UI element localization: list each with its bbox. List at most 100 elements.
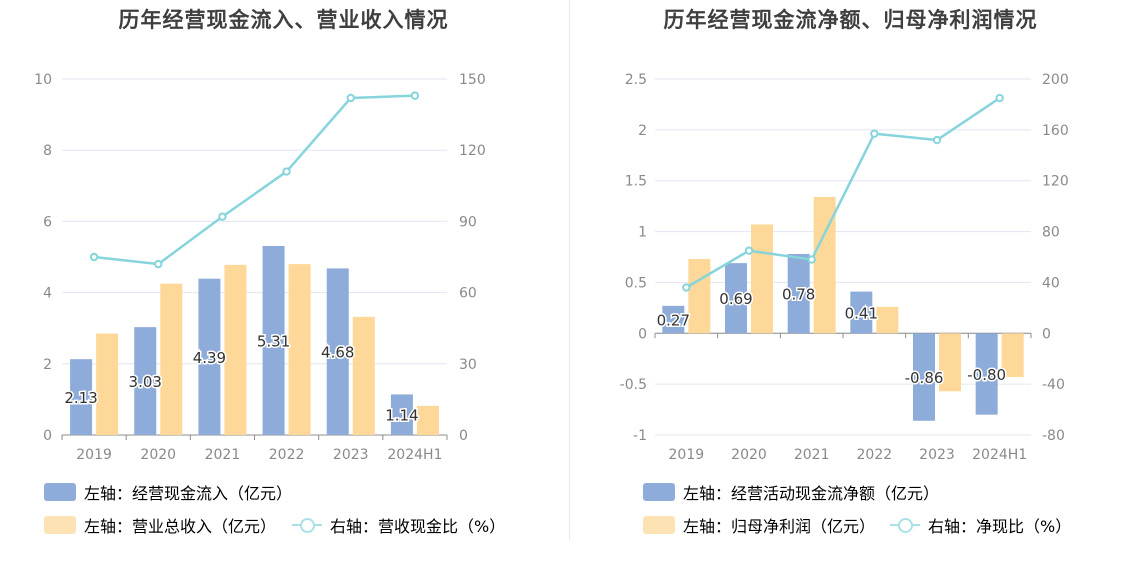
y-axis-right-tick-label: -40 — [1042, 377, 1065, 393]
legend-item-bar2[interactable]: 左轴：营业总收入（亿元） — [44, 513, 276, 537]
x-axis-tick-label: 2019 — [76, 447, 112, 463]
ratio-line-point — [218, 212, 227, 221]
bar-value-label: -0.80 — [967, 366, 1006, 384]
bar-secondary — [876, 306, 899, 334]
bar-primary — [725, 263, 747, 334]
ratio-line-point — [154, 259, 163, 269]
y-axis-left-tick-label: 10 — [34, 72, 52, 88]
panel-divider — [569, 0, 570, 540]
bar-secondary — [416, 405, 439, 435]
bar-secondary — [939, 333, 961, 392]
x-axis-tick-label: 2019 — [669, 447, 705, 463]
bar-primary — [70, 359, 93, 435]
bar-secondary — [813, 196, 836, 334]
legend-label: 左轴：经营现金流入（亿元） — [84, 484, 293, 503]
bar-value-label: 0.27 — [657, 312, 690, 330]
bar-value-label: 1.14 — [385, 407, 418, 425]
chart-title: 历年经营现金流净额、归母净利润情况 — [663, 8, 1038, 32]
ratio-line-point — [870, 129, 879, 138]
bar-value-label: -0.86 — [905, 369, 944, 387]
chart-panel-cashflow-inflow: 历年经营现金流入、营业收入情况 0 2 4 6 8 10 0 30 60 90 120 150 2019… — [34, 8, 505, 537]
bar-secondary — [160, 283, 183, 435]
ratio-line-point — [932, 135, 942, 145]
y-axis-right-tick-label: 90 — [459, 214, 477, 230]
legend-line-marker-icon — [890, 516, 920, 534]
y-axis-right-tick-label: 160 — [1042, 123, 1069, 139]
ratio-line — [93, 94, 415, 266]
legend-label: 右轴：营收现金比（%） — [330, 517, 506, 536]
bar-primary — [662, 305, 685, 334]
ratio-line-point — [682, 283, 691, 292]
bar-primary — [850, 291, 873, 334]
bar-primary — [787, 253, 810, 334]
x-axis-tick-label: 2022 — [857, 447, 893, 463]
x-axis-tick-label: 2021 — [205, 447, 241, 463]
ratio-line-point — [410, 91, 420, 100]
bar-value-label: 3.03 — [129, 373, 162, 391]
y-axis-left-tick-label: 0 — [43, 428, 52, 444]
y-axis-right-tick-label: 30 — [459, 357, 477, 373]
legend-swatch-orange — [44, 516, 76, 534]
legend-swatch-orange — [643, 516, 675, 534]
bar-value-label: 0.41 — [845, 304, 878, 322]
bar-value-label: 4.68 — [321, 344, 354, 362]
legend-item-bar1[interactable]: 左轴：经营现金流入（亿元） — [44, 480, 292, 504]
bar-primary — [390, 394, 413, 435]
chart-plot-area: -1 -0.5 0 0.5 1 1.5 2 2.5 -80 -40 0 40 80 120 160 200 20… — [620, 72, 1069, 463]
bar-value-label: 5.31 — [257, 332, 290, 350]
y-axis-left-tick-label: -1 — [633, 428, 647, 444]
legend-label: 左轴：营业总收入（亿元） — [84, 517, 277, 536]
bar-primary — [975, 333, 998, 415]
y-axis-right-tick-label: 80 — [1042, 225, 1060, 241]
y-axis-right-tick-label: 40 — [1042, 275, 1060, 291]
ratio-line-point — [282, 167, 291, 176]
x-axis-tick-label: 2022 — [269, 447, 305, 463]
bar-primary — [198, 278, 221, 435]
bar-primary — [326, 268, 349, 435]
y-axis-left-tick-label: 0.5 — [625, 275, 647, 291]
x-axis-tick-label: 2024H1 — [972, 447, 1027, 463]
bar-value-label: 0.78 — [782, 286, 815, 304]
y-axis-left-tick-label: 4 — [43, 286, 52, 302]
y-axis-left-tick-label: 1.5 — [625, 174, 647, 190]
legend-swatch-blue — [44, 483, 76, 501]
y-axis-left-tick-label: 8 — [43, 143, 52, 159]
y-axis-left-tick-label: -0.5 — [620, 377, 647, 393]
y-axis-left-tick-label: 2 — [638, 123, 647, 139]
legend-line-marker-icon — [292, 516, 322, 534]
y-axis-left-tick-label: 2.5 — [625, 72, 647, 88]
x-axis-tick-label: 2024H1 — [387, 447, 442, 463]
x-axis-tick-label: 2023 — [919, 447, 955, 463]
legend-label: 右轴：净现比（%） — [928, 517, 1072, 536]
ratio-line-point — [995, 93, 1004, 103]
bar-primary — [134, 327, 157, 435]
x-axis-tick-label: 2020 — [140, 447, 176, 463]
legend-item-bar1[interactable]: 左轴：经营活动现金流净额（亿元） — [643, 480, 939, 504]
y-axis-right-tick-label: 120 — [459, 143, 486, 159]
y-axis-right-tick-label: 120 — [1042, 174, 1069, 190]
ratio-line-point — [744, 246, 754, 255]
bar-secondary — [96, 333, 119, 435]
legend-swatch-blue — [643, 483, 675, 501]
bar-secondary — [688, 259, 711, 334]
y-axis-right-tick-label: -80 — [1042, 428, 1065, 444]
legend-item-line[interactable]: 右轴：净现比（%） — [890, 513, 1071, 537]
chart-panel-net-cashflow: 历年经营现金流净额、归母净利润情况 -1 -0.5 0 0.5 1 1.5 2 2.5 -80-… — [567, 0, 1134, 582]
bar-primary — [262, 245, 285, 435]
y-axis-right-tick-label: 150 — [459, 72, 486, 88]
bar-secondary — [1001, 333, 1024, 378]
y-axis-left-tick-label: 6 — [43, 214, 52, 230]
y-axis-right-tick-label: 0 — [459, 428, 468, 444]
chart-plot-area: 0 2 4 6 8 10 0 30 60 90 120 150 2019 2020 2021 2022 2023… — [34, 72, 486, 463]
ratio-line-point — [346, 93, 355, 103]
x-axis-tick-label: 2023 — [333, 447, 369, 463]
bar-secondary — [288, 264, 311, 435]
bar-value-label: 4.39 — [193, 349, 226, 367]
chart-title: 历年经营现金流入、营业收入情况 — [118, 8, 449, 32]
bar-secondary — [751, 224, 773, 334]
ratio-line-point — [807, 255, 816, 264]
legend-item-line[interactable]: 右轴：营收现金比（%） — [292, 513, 505, 537]
legend-label: 左轴：归母净利润（亿元） — [683, 517, 876, 536]
legend-item-bar2[interactable]: 左轴：归母净利润（亿元） — [643, 513, 875, 537]
x-axis-tick-label: 2021 — [794, 447, 830, 463]
